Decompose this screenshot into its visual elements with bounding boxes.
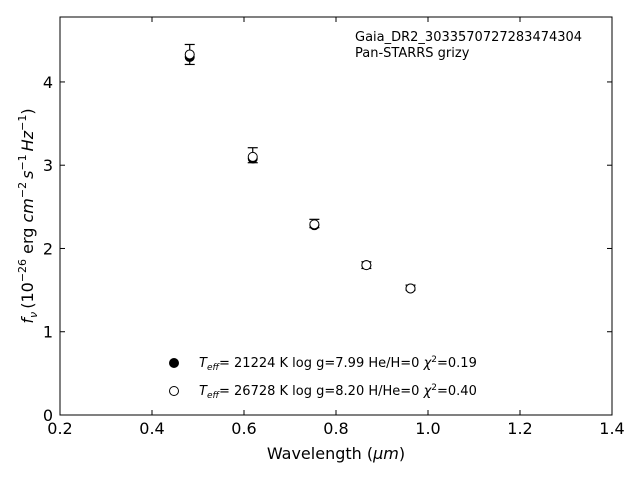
legend-1-text: = 21224 K log g=7.99 He/H=0 [219, 356, 424, 371]
x-tick-label: 0.4 [139, 419, 164, 438]
legend-2-text: = 26728 K log g=8.20 H/He=0 [219, 384, 424, 399]
x-axis-ticks: 0.2 0.4 0.6 0.8 1.0 1.2 1.4 [47, 17, 625, 438]
annotation-line-1: Gaia_DR2_3033570727283474304 [355, 30, 582, 45]
legend-marker-filled [169, 358, 179, 368]
legend-1-chi-sup: 2 [431, 355, 437, 365]
legend-1-teff: T [199, 356, 208, 371]
x-tick-label: 0.6 [231, 419, 256, 438]
legend-2-chi-val: =0.40 [437, 384, 477, 399]
data-points [184, 43, 416, 294]
y-tick-label: 2 [43, 239, 53, 258]
y-tick-label: 0 [43, 406, 53, 425]
legend-1-teff-sub: eff [207, 363, 221, 373]
model-point-open [405, 283, 416, 294]
y-tick-label: 3 [43, 156, 53, 175]
y-tick-label: 1 [43, 323, 53, 342]
x-tick-label: 0.8 [323, 419, 348, 438]
y-tick-label: 4 [43, 73, 53, 92]
annotation-line-2: Pan-STARRS grizy [355, 46, 470, 61]
x-tick-label: 1.2 [507, 419, 532, 438]
legend-marker-open [169, 386, 179, 396]
legend-2-teff-sub: eff [207, 391, 221, 401]
y-axis-ticks: 0 1 2 3 4 [43, 73, 612, 425]
model-point-open [361, 260, 372, 271]
model-point-open [309, 219, 320, 230]
x-tick-label: 0.2 [47, 419, 72, 438]
legend-entry-1: Teff= 21224 K log g=7.99 He/H=0 χ2=0.19 [199, 355, 477, 373]
legend-2-chi: χ [423, 384, 433, 399]
x-tick-label: 1.0 [415, 419, 440, 438]
legend-entry-2: Teff= 26728 K log g=8.20 H/He=0 χ2=0.40 [199, 383, 477, 401]
x-tick-label: 1.4 [599, 419, 624, 438]
y-axis-label: fν(10−26 erg cm−2s−1Hz−1) [16, 108, 40, 323]
x-axis-label: Wavelength (μm) [267, 444, 405, 463]
legend-1-chi: χ [423, 356, 433, 371]
plot-area [59, 16, 613, 416]
model-point-open [184, 49, 195, 60]
legend-1-chi-val: =0.19 [437, 356, 477, 371]
model-point-open [247, 151, 258, 162]
legend-2-chi-sup: 2 [431, 383, 437, 393]
legend: Teff= 21224 K log g=7.99 He/H=0 χ2=0.19 … [169, 355, 477, 401]
legend-2-teff: T [199, 384, 208, 399]
